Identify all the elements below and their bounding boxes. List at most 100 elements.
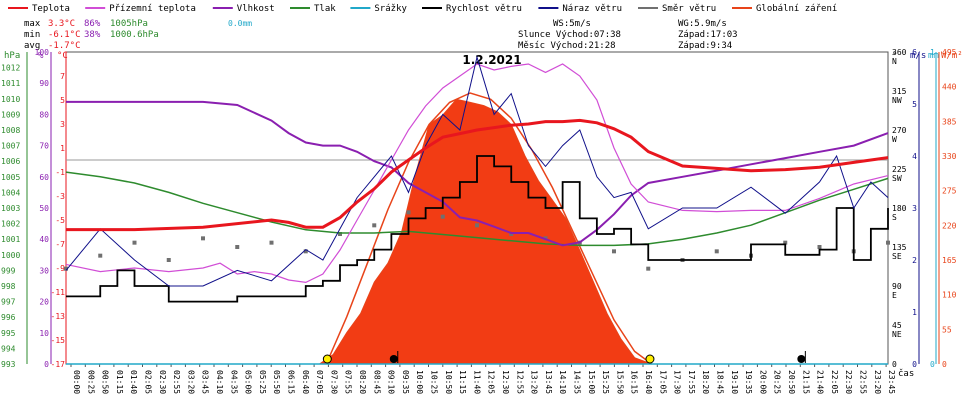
temperature-tick: -7: [55, 240, 65, 249]
axis-unit-pct: %: [38, 51, 44, 61]
direction-tick-label: NE: [892, 330, 902, 339]
radiation-tick: 220: [942, 221, 957, 230]
x-tick-label: 05:00: [244, 370, 253, 394]
axis-unit-dir: °: [892, 51, 897, 61]
series-direction-point: [269, 240, 274, 245]
wind-tick: 3: [912, 204, 917, 213]
legend-label: Náraz větru: [562, 4, 622, 14]
info-ws: WS:5m/s: [553, 19, 591, 29]
x-tick-label: 02:55: [172, 370, 181, 394]
legend-label: Rychlost větru: [446, 4, 522, 14]
x-tick-label: 20:00: [758, 370, 767, 394]
pressure-tick: 1006: [1, 157, 20, 166]
direction-tick-label: W: [892, 135, 897, 144]
x-tick-label: 20:25: [773, 370, 782, 394]
humidity-tick: 20: [39, 298, 49, 307]
x-tick-label: 12:05: [487, 370, 496, 394]
legend-label: Směr větru: [662, 4, 716, 14]
humidity-tick: 60: [39, 173, 49, 182]
x-tick-label: 12:30: [501, 370, 510, 394]
humidity-tick: 70: [39, 142, 49, 151]
marker-sunset: [645, 354, 655, 364]
wind-tick: 2: [912, 256, 917, 265]
x-tick-label: 16:15: [630, 370, 639, 394]
x-tick-label: 17:05: [658, 370, 667, 394]
temperature-tick: -3: [55, 192, 65, 201]
x-tick-label: 07:55: [344, 370, 353, 394]
series-direction-point: [783, 240, 788, 245]
legend-label: Srážky: [374, 4, 407, 14]
temperature-tick: 3: [60, 120, 65, 129]
x-tick-label: 02:05: [144, 370, 153, 394]
direction-tick-label: NW: [892, 96, 902, 105]
series-pressure: [65, 171, 889, 247]
radiation-tick: 440: [942, 83, 957, 92]
direction-tick: 360: [892, 48, 907, 57]
rain-tick: 0: [930, 360, 935, 369]
wind-tick: 6: [912, 48, 917, 57]
x-tick-label: 00:50: [101, 370, 110, 394]
pressure-tick: 1010: [1, 95, 20, 104]
direction-tick: 270: [892, 126, 907, 135]
series-radiation-theoretical: [325, 92, 653, 365]
temperature-tick: -5: [55, 216, 65, 225]
pressure-tick: 1005: [1, 173, 20, 182]
x-tick-label: 22:55: [859, 370, 868, 394]
x-tick-label: 13:20: [530, 370, 539, 394]
series-ground-temperature: [65, 63, 889, 284]
x-tick-label: 05:50: [272, 370, 281, 394]
x-tick-label: 04:10: [215, 370, 224, 394]
x-tick-label: 21:15: [801, 370, 810, 394]
info-sunrise: Slunce Východ:07:38: [518, 30, 621, 40]
pressure-tick: 1008: [1, 126, 20, 135]
direction-tick: 45: [892, 321, 902, 330]
x-tick-label: 15:00: [587, 370, 596, 394]
direction-tick-label: SW: [892, 174, 902, 183]
stat-max-temp: 3.3°C: [48, 19, 75, 29]
temperature-tick: 5: [60, 96, 65, 105]
temperature-tick: -15: [51, 336, 66, 345]
series-direction-point: [303, 249, 308, 254]
humidity-tick: 80: [39, 110, 49, 119]
x-tick-label: 20:50: [787, 370, 796, 394]
x-tick-label: 18:45: [716, 370, 725, 394]
marker-moonset: [389, 355, 398, 363]
x-tick-label: 21:40: [816, 370, 825, 394]
radiation-tick: 110: [942, 291, 957, 300]
pressure-tick: 1000: [1, 251, 20, 260]
series-temperature: [66, 118, 889, 232]
x-tick-label: 19:35: [744, 370, 753, 394]
direction-tick: 0: [892, 360, 897, 369]
x-tick-label: 01:40: [129, 370, 138, 394]
pressure-tick: 1001: [1, 235, 20, 244]
x-tick-label: 01:15: [115, 370, 124, 394]
temperature-tick: 7: [60, 72, 65, 81]
series-direction-point: [612, 249, 616, 254]
x-tick-label: 11:40: [472, 370, 481, 394]
temperature-tick: -1: [55, 168, 65, 177]
series-direction-point: [475, 223, 479, 228]
stat-min-temp: -6.1°C: [48, 30, 81, 40]
pressure-tick: 999: [1, 266, 16, 275]
direction-tick: 315: [892, 87, 907, 96]
pressure-tick: 1011: [1, 79, 20, 88]
series-direction-point: [132, 240, 137, 245]
series-radiation-area: [66, 98, 888, 365]
legend-label: Teplota: [32, 4, 70, 14]
x-tick-label: 15:50: [615, 370, 624, 394]
axis-unit-ms: m/s: [910, 51, 926, 61]
series-direction-point: [817, 245, 822, 249]
info-moonrise: Měsíc Východ:21:28: [518, 41, 616, 51]
direction-tick-label: S: [892, 213, 897, 222]
pressure-tick: 997: [1, 298, 16, 307]
humidity-tick: 40: [39, 235, 49, 244]
pressure-tick: 996: [1, 313, 16, 322]
legend-label: Tlak: [314, 4, 336, 14]
temperature-tick: -13: [51, 312, 66, 321]
x-tick-label: 08:45: [372, 370, 381, 394]
humidity-tick: 30: [39, 266, 49, 275]
x-tick-label: 19:10: [730, 370, 739, 394]
wind-tick: 4: [912, 152, 917, 161]
series-direction-point: [201, 236, 205, 241]
